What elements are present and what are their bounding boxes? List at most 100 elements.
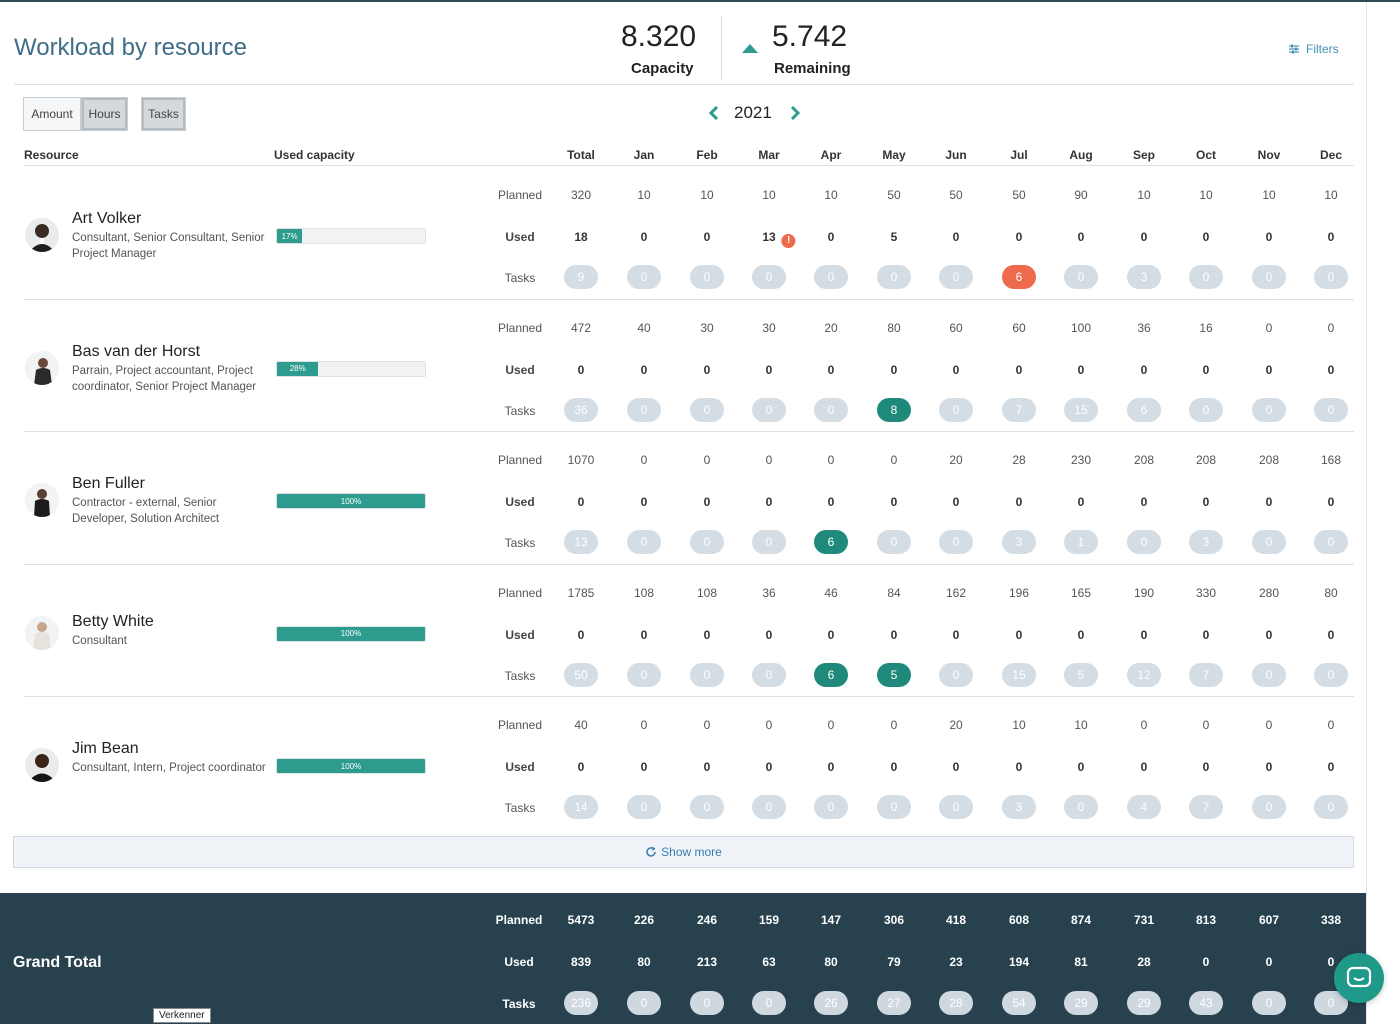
tasks-pill[interactable]: 0 bbox=[1064, 265, 1098, 289]
over-capacity-warning-icon[interactable]: ! bbox=[781, 234, 796, 248]
tasks-pill[interactable]: 36 bbox=[564, 397, 598, 422]
tasks-pill[interactable]: 0 bbox=[1252, 530, 1286, 554]
tasks-pill[interactable]: 3 bbox=[1002, 795, 1036, 819]
tasks-pill[interactable]: 0 bbox=[939, 265, 973, 289]
tasks-pill[interactable]: 0 bbox=[690, 662, 724, 687]
show-more-button[interactable]: Show more bbox=[13, 836, 1354, 868]
grand-total-tasks-pill[interactable]: 0 bbox=[1252, 991, 1286, 1015]
tasks-pill[interactable]: 0 bbox=[814, 397, 848, 422]
tasks-pill[interactable]: 0 bbox=[1127, 530, 1161, 554]
tasks-pill[interactable]: 0 bbox=[627, 795, 661, 819]
used-cell: 0 bbox=[890, 495, 898, 509]
used-cell: 0 bbox=[640, 362, 648, 377]
tasks-pill[interactable]: 5 bbox=[877, 662, 911, 687]
tasks-pill[interactable]: 1 bbox=[1064, 530, 1098, 554]
tasks-pill[interactable]: 0 bbox=[690, 265, 724, 289]
grand-total-tasks-pill[interactable]: 29 bbox=[1064, 991, 1098, 1015]
grand-total-planned-cell: 5473 bbox=[567, 913, 595, 927]
tasks-pill[interactable]: 0 bbox=[939, 397, 973, 422]
tasks-pill[interactable]: 0 bbox=[1314, 530, 1348, 554]
grand-total-tasks-pill[interactable]: 0 bbox=[690, 991, 724, 1015]
tasks-pill[interactable]: 0 bbox=[1064, 795, 1098, 819]
tasks-pill[interactable]: 6 bbox=[1127, 397, 1161, 422]
tasks-pill[interactable]: 0 bbox=[627, 265, 661, 289]
tasks-pill[interactable]: 0 bbox=[752, 265, 786, 289]
filters-button[interactable]: Filters bbox=[1288, 42, 1339, 56]
resource-name[interactable]: Bas van der Horst bbox=[72, 342, 201, 360]
tasks-pill[interactable]: 0 bbox=[752, 662, 786, 687]
tasks-pill[interactable]: 5 bbox=[1064, 662, 1098, 687]
tasks-pill[interactable]: 3 bbox=[1189, 530, 1223, 554]
tasks-pill[interactable]: 0 bbox=[1252, 397, 1286, 422]
resource-name[interactable]: Betty White bbox=[72, 612, 154, 630]
tasks-pill[interactable]: 15 bbox=[1002, 662, 1036, 687]
tasks-pill[interactable]: 3 bbox=[1127, 265, 1161, 289]
previous-year-button[interactable] bbox=[707, 104, 721, 122]
tasks-pill[interactable]: 0 bbox=[1252, 265, 1286, 289]
tasks-pill[interactable]: 0 bbox=[1252, 662, 1286, 687]
tasks-pill[interactable]: 13 bbox=[564, 530, 598, 554]
tasks-pill[interactable]: 0 bbox=[1314, 265, 1348, 289]
tasks-pill[interactable]: 15 bbox=[1064, 397, 1098, 422]
tasks-pill[interactable]: 0 bbox=[627, 530, 661, 554]
grand-total-tasks-pill[interactable]: 0 bbox=[752, 991, 786, 1015]
resource-name[interactable]: Ben Fuller bbox=[72, 475, 145, 492]
tasks-pill[interactable]: 4 bbox=[1127, 795, 1161, 819]
tasks-pill[interactable]: 0 bbox=[877, 265, 911, 289]
tasks-pill[interactable]: 0 bbox=[1314, 662, 1348, 687]
tasks-pill[interactable]: 50 bbox=[564, 662, 598, 687]
planned-cell: 20 bbox=[949, 453, 963, 467]
tasks-pill[interactable]: 0 bbox=[690, 530, 724, 554]
resource-name[interactable]: Jim Bean bbox=[72, 740, 139, 757]
tasks-pill[interactable]: 9 bbox=[564, 265, 598, 289]
grand-total-tasks-pill[interactable]: 26 bbox=[814, 991, 848, 1015]
tasks-pill[interactable]: 6 bbox=[1002, 265, 1036, 289]
chat-button[interactable] bbox=[1334, 953, 1384, 1003]
column-header-jun: Jun bbox=[945, 148, 967, 162]
tasks-pill[interactable]: 7 bbox=[1189, 662, 1223, 687]
resource-name[interactable]: Art Volker bbox=[72, 210, 142, 227]
tasks-pill[interactable]: 0 bbox=[814, 795, 848, 819]
hours-toggle[interactable]: Hours bbox=[81, 97, 128, 131]
grand-total-tasks-pill[interactable]: 236 bbox=[564, 991, 598, 1015]
tasks-pill[interactable]: 0 bbox=[1189, 265, 1223, 289]
tasks-pill[interactable]: 12 bbox=[1127, 662, 1161, 687]
tasks-toggle[interactable]: Tasks bbox=[141, 97, 186, 131]
grand-total-tasks-pill[interactable]: 27 bbox=[877, 991, 911, 1015]
planned-cell: 36 bbox=[762, 585, 776, 600]
tasks-pill[interactable]: 0 bbox=[752, 397, 786, 422]
tasks-pill[interactable]: 0 bbox=[877, 795, 911, 819]
grand-total-tasks-pill[interactable]: 43 bbox=[1189, 991, 1223, 1015]
grand-total-tasks-pill[interactable]: 28 bbox=[939, 991, 973, 1015]
tasks-pill[interactable]: 0 bbox=[1252, 795, 1286, 819]
tasks-pill[interactable]: 0 bbox=[627, 397, 661, 422]
grand-total-tasks-pill[interactable]: 54 bbox=[1002, 991, 1036, 1015]
tasks-pill[interactable]: 7 bbox=[1189, 795, 1223, 819]
tasks-pill[interactable]: 0 bbox=[939, 530, 973, 554]
tasks-pill[interactable]: 0 bbox=[1314, 795, 1348, 819]
avatar bbox=[25, 350, 59, 385]
tasks-pill[interactable]: 6 bbox=[814, 662, 848, 687]
tasks-pill[interactable]: 0 bbox=[877, 530, 911, 554]
tasks-pill[interactable]: 0 bbox=[627, 662, 661, 687]
tasks-pill[interactable]: 0 bbox=[690, 397, 724, 422]
tasks-pill[interactable]: 14 bbox=[564, 795, 598, 819]
tasks-pill[interactable]: 0 bbox=[1189, 397, 1223, 422]
grand-total-tasks-pill[interactable]: 29 bbox=[1127, 991, 1161, 1015]
tasks-pill[interactable]: 0 bbox=[690, 795, 724, 819]
amount-toggle[interactable]: Amount bbox=[23, 97, 81, 131]
next-year-button[interactable] bbox=[788, 104, 802, 122]
tasks-pill[interactable]: 0 bbox=[1314, 397, 1348, 422]
tasks-pill[interactable]: 7 bbox=[1002, 397, 1036, 422]
tasks-pill[interactable]: 0 bbox=[752, 530, 786, 554]
tasks-pill[interactable]: 0 bbox=[939, 662, 973, 687]
tasks-pill[interactable]: 0 bbox=[752, 795, 786, 819]
tasks-pill[interactable]: 0 bbox=[814, 265, 848, 289]
tasks-label: Tasks bbox=[504, 536, 536, 550]
tasks-pill[interactable]: 8 bbox=[877, 397, 911, 422]
tasks-pill[interactable]: 6 bbox=[814, 530, 848, 554]
grand-total-tasks-pill[interactable]: 0 bbox=[627, 991, 661, 1015]
tasks-pill[interactable]: 3 bbox=[1002, 530, 1036, 554]
tasks-pill[interactable]: 0 bbox=[939, 795, 973, 819]
planned-label: Planned bbox=[497, 453, 543, 467]
